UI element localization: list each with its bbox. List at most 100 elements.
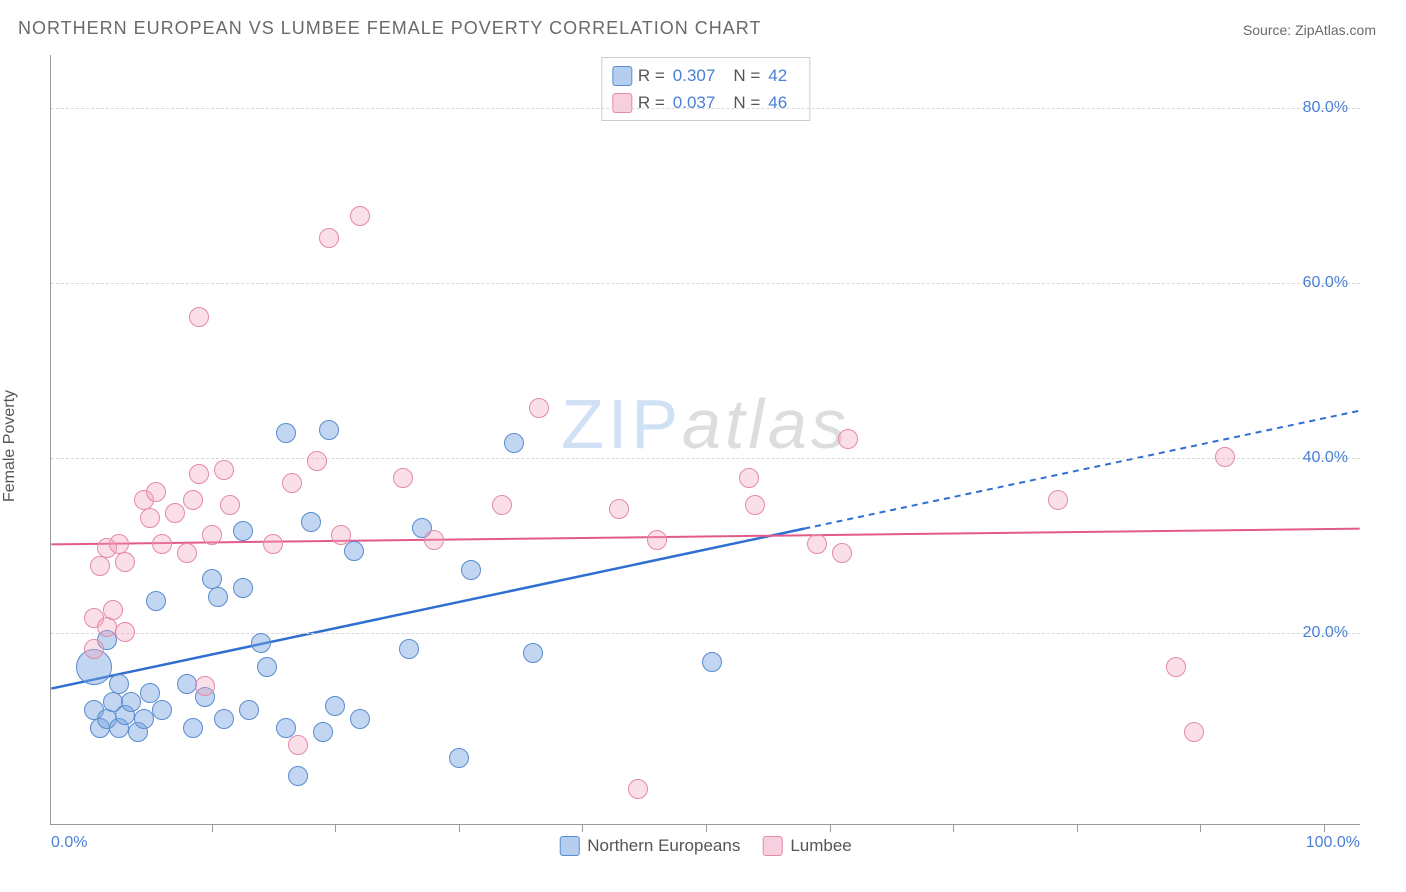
scatter-point-northern_europeans <box>177 674 197 694</box>
scatter-point-lumbee <box>838 429 858 449</box>
scatter-point-lumbee <box>1184 722 1204 742</box>
x-min-label: 0.0% <box>51 834 87 852</box>
scatter-point-lumbee <box>393 468 413 488</box>
scatter-point-northern_europeans <box>319 420 339 440</box>
y-tick-label: 20.0% <box>1303 624 1348 642</box>
x-tick-mark <box>212 824 213 832</box>
gridline <box>51 633 1360 634</box>
scatter-point-northern_europeans <box>214 709 234 729</box>
x-tick-mark <box>830 824 831 832</box>
scatter-point-northern_europeans <box>183 718 203 738</box>
x-max-label: 100.0% <box>1306 834 1360 852</box>
scatter-point-lumbee <box>1215 447 1235 467</box>
scatter-point-northern_europeans <box>288 766 308 786</box>
y-tick-label: 40.0% <box>1303 449 1348 467</box>
n-value-blue: 42 <box>768 62 787 89</box>
scatter-point-northern_europeans <box>208 587 228 607</box>
scatter-point-northern_europeans <box>399 639 419 659</box>
x-tick-mark <box>1200 824 1201 832</box>
y-axis-label: Female Poverty <box>1 390 19 502</box>
scatter-point-lumbee <box>202 525 222 545</box>
gridline <box>51 283 1360 284</box>
swatch-blue-icon <box>612 66 632 86</box>
x-tick-mark <box>335 824 336 832</box>
scatter-point-lumbee <box>84 639 104 659</box>
scatter-point-northern_europeans <box>276 718 296 738</box>
scatter-point-lumbee <box>146 482 166 502</box>
r-value-blue: 0.307 <box>673 62 716 89</box>
swatch-pink-icon <box>762 836 782 856</box>
scatter-point-lumbee <box>492 495 512 515</box>
scatter-point-lumbee <box>282 473 302 493</box>
scatter-point-lumbee <box>1166 657 1186 677</box>
scatter-point-lumbee <box>263 534 283 554</box>
scatter-point-lumbee <box>319 228 339 248</box>
scatter-point-northern_europeans <box>251 633 271 653</box>
legend-item-pink: Lumbee <box>762 836 851 856</box>
scatter-point-northern_europeans <box>504 433 524 453</box>
scatter-point-lumbee <box>745 495 765 515</box>
scatter-point-lumbee <box>214 460 234 480</box>
y-tick-label: 80.0% <box>1303 99 1348 117</box>
scatter-point-lumbee <box>307 451 327 471</box>
scatter-point-lumbee <box>220 495 240 515</box>
scatter-point-lumbee <box>807 534 827 554</box>
x-tick-mark <box>459 824 460 832</box>
scatter-point-northern_europeans <box>233 578 253 598</box>
scatter-point-northern_europeans <box>257 657 277 677</box>
chart-title: NORTHERN EUROPEAN VS LUMBEE FEMALE POVER… <box>18 18 761 39</box>
y-tick-label: 60.0% <box>1303 274 1348 292</box>
scatter-point-northern_europeans <box>152 700 172 720</box>
n-label: N = <box>733 62 760 89</box>
legend-item-blue: Northern Europeans <box>559 836 740 856</box>
series-legend: Northern Europeans Lumbee <box>559 836 852 856</box>
scatter-point-northern_europeans <box>121 692 141 712</box>
scatter-point-lumbee <box>628 779 648 799</box>
scatter-point-lumbee <box>189 307 209 327</box>
scatter-point-northern_europeans <box>276 423 296 443</box>
scatter-point-lumbee <box>165 503 185 523</box>
swatch-pink-icon <box>612 93 632 113</box>
scatter-point-lumbee <box>331 525 351 545</box>
scatter-point-lumbee <box>115 552 135 572</box>
r-value-pink: 0.037 <box>673 89 716 116</box>
trendline-extrapolation-northern_europeans <box>804 411 1359 529</box>
legend-label-pink: Lumbee <box>790 836 851 856</box>
scatter-point-northern_europeans <box>146 591 166 611</box>
watermark-part2: atlas <box>682 385 850 463</box>
watermark-part1: ZIP <box>561 385 682 463</box>
plot-area: ZIPatlas R = 0.307 N = 42 R = 0.037 N = … <box>50 55 1360 825</box>
scatter-point-northern_europeans <box>523 643 543 663</box>
scatter-point-northern_europeans <box>313 722 333 742</box>
source-attribution: Source: ZipAtlas.com <box>1243 22 1376 38</box>
scatter-point-northern_europeans <box>449 748 469 768</box>
gridline <box>51 108 1360 109</box>
scatter-point-northern_europeans <box>325 696 345 716</box>
x-tick-mark <box>1077 824 1078 832</box>
scatter-point-northern_europeans <box>702 652 722 672</box>
scatter-point-lumbee <box>424 530 444 550</box>
scatter-point-northern_europeans <box>134 709 154 729</box>
scatter-point-lumbee <box>647 530 667 550</box>
watermark: ZIPatlas <box>561 384 850 464</box>
n-label: N = <box>733 89 760 116</box>
scatter-point-lumbee <box>152 534 172 554</box>
x-tick-mark <box>706 824 707 832</box>
r-label: R = <box>638 89 665 116</box>
swatch-blue-icon <box>559 836 579 856</box>
scatter-point-lumbee <box>832 543 852 563</box>
scatter-point-northern_europeans <box>233 521 253 541</box>
scatter-point-lumbee <box>140 508 160 528</box>
scatter-point-lumbee <box>177 543 197 563</box>
x-tick-mark <box>953 824 954 832</box>
scatter-point-northern_europeans <box>301 512 321 532</box>
legend-label-blue: Northern Europeans <box>587 836 740 856</box>
correlation-legend: R = 0.307 N = 42 R = 0.037 N = 46 <box>601 57 810 121</box>
scatter-point-lumbee <box>90 556 110 576</box>
r-label: R = <box>638 62 665 89</box>
scatter-point-lumbee <box>195 676 215 696</box>
scatter-point-lumbee <box>189 464 209 484</box>
scatter-point-lumbee <box>1048 490 1068 510</box>
scatter-point-lumbee <box>183 490 203 510</box>
scatter-point-lumbee <box>97 617 117 637</box>
